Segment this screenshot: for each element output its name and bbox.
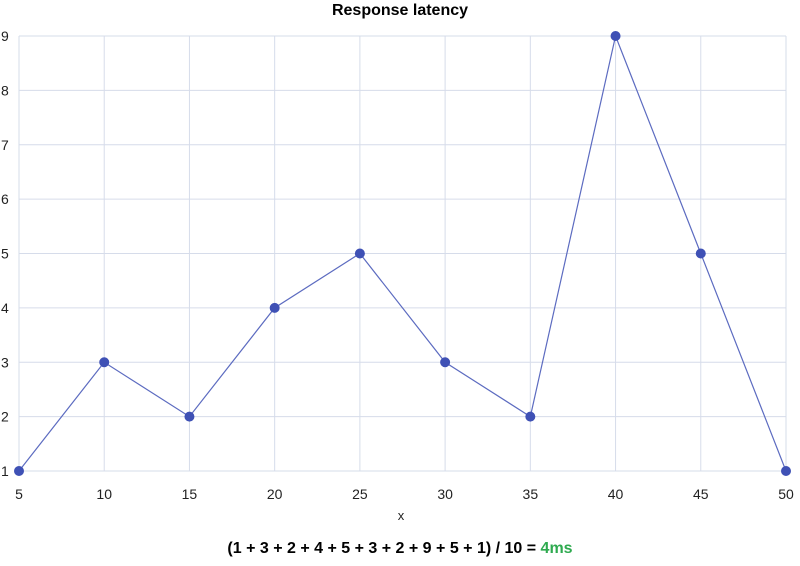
y-gridlines	[19, 35, 786, 472]
x-tick-label: 25	[352, 486, 368, 502]
data-point[interactable]	[695, 248, 706, 259]
x-tick-label: 5	[15, 486, 23, 502]
x-tick-label: 35	[523, 486, 539, 502]
y-tick-label: 2	[1, 409, 9, 425]
data-point[interactable]	[440, 357, 451, 368]
y-axis-ticks: 1 2 3 4 5 6 7 8 9	[1, 28, 9, 479]
x-tick-label: 15	[182, 486, 198, 502]
y-tick-label: 5	[1, 246, 9, 262]
x-tick-label: 20	[267, 486, 283, 502]
data-point[interactable]	[525, 411, 536, 422]
x-axis-label: x	[398, 508, 405, 523]
series-line	[18, 33, 787, 472]
formula-expression: (1 + 3 + 2 + 4 + 5 + 3 + 2 + 9 + 5 + 1) …	[227, 540, 541, 557]
x-tick-label: 30	[437, 486, 453, 502]
y-tick-label: 6	[1, 191, 9, 207]
x-tick-label: 10	[96, 486, 112, 502]
y-tick-label: 9	[1, 28, 9, 44]
data-point[interactable]	[610, 31, 621, 41]
chart-title: Response latency	[332, 2, 468, 19]
average-formula: (1 + 3 + 2 + 4 + 5 + 3 + 2 + 9 + 5 + 1) …	[0, 540, 800, 558]
data-point[interactable]	[781, 466, 791, 476]
data-point[interactable]	[99, 357, 110, 368]
series-group	[14, 31, 791, 476]
data-point[interactable]	[269, 302, 280, 313]
y-tick-label: 1	[1, 463, 9, 479]
data-point[interactable]	[14, 466, 24, 476]
y-tick-label: 7	[1, 137, 9, 153]
y-tick-label: 8	[1, 82, 9, 98]
x-tick-label: 50	[778, 486, 794, 502]
y-tick-label: 3	[1, 354, 9, 370]
data-point[interactable]	[184, 411, 195, 422]
x-axis-ticks: 5 10 15 20 25 30 35 40 45 50	[15, 486, 794, 502]
x-tick-label: 40	[608, 486, 624, 502]
y-tick-label: 4	[1, 300, 9, 316]
data-point[interactable]	[354, 248, 365, 259]
formula-result: 4ms	[540, 540, 573, 557]
x-tick-label: 45	[693, 486, 709, 502]
